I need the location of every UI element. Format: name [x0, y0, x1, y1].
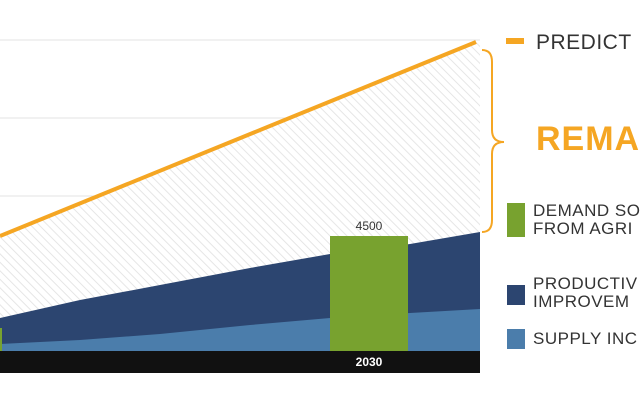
- agri-bar-2030: [330, 236, 408, 351]
- agri-legend-label-line1: DEMAND SO: [533, 201, 640, 220]
- remaining-label: REMA: [536, 120, 640, 158]
- bar-value-label: 4500: [356, 219, 383, 233]
- remaining-brace: [481, 49, 505, 233]
- supply-legend-label: SUPPLY INC: [533, 329, 638, 348]
- x-tick-label-2030: 2030: [356, 355, 383, 369]
- predicted-demand-line: [0, 40, 477, 238]
- productivity-legend-label-line1: PRODUCTIV: [533, 274, 638, 293]
- x-axis-band: [0, 351, 480, 373]
- productivity-legend-label-line2: IMPROVEM: [533, 292, 630, 311]
- predicted-legend-label: PREDICT: [536, 31, 632, 54]
- agri-legend-swatch: [507, 203, 525, 237]
- predicted-legend-swatch: [506, 38, 524, 44]
- agri-bar-left: [0, 328, 2, 351]
- supply-legend-swatch: [507, 329, 525, 349]
- productivity-legend-swatch: [507, 285, 525, 305]
- agri-legend-label-line2: FROM AGRI: [533, 219, 633, 238]
